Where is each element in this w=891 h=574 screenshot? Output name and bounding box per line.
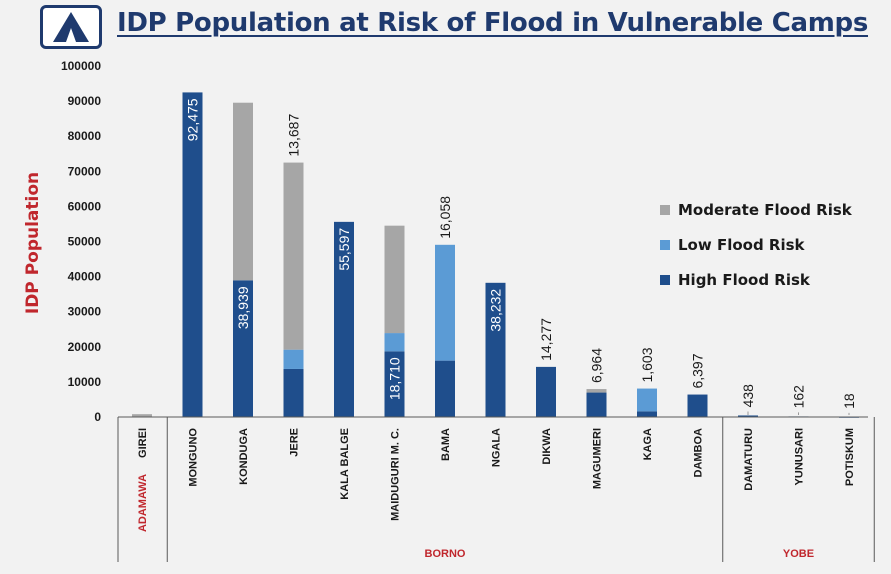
category-label: KALA BALGE bbox=[339, 428, 351, 500]
bar-segment bbox=[283, 349, 304, 369]
group-label: BORNO bbox=[425, 548, 466, 560]
data-label: 1,603 bbox=[639, 347, 655, 382]
data-label: 38,232 bbox=[488, 289, 504, 332]
bar-segment bbox=[536, 366, 556, 417]
page-title: IDP Population at Risk of Flood in Vulne… bbox=[117, 8, 869, 38]
y-tick-label: 50000 bbox=[68, 235, 102, 249]
bar-segment bbox=[384, 333, 405, 352]
bar-segment bbox=[637, 388, 657, 412]
bar-segment bbox=[586, 389, 607, 393]
category-label: MAGUMERI bbox=[592, 428, 604, 489]
logo bbox=[40, 5, 102, 49]
category-label: POTISKUM bbox=[844, 428, 856, 486]
category-label: MONGUNO bbox=[188, 428, 200, 487]
bar-segment bbox=[384, 351, 405, 417]
y-tick-label: 40000 bbox=[68, 270, 102, 284]
bar-segment bbox=[283, 368, 304, 417]
bar-segment bbox=[485, 282, 506, 417]
bar-segment bbox=[586, 392, 607, 417]
data-label: 55,597 bbox=[336, 228, 352, 271]
bar-segment bbox=[384, 225, 405, 334]
legend-label: High Flood Risk bbox=[678, 271, 811, 289]
category-label: JERE bbox=[289, 428, 301, 457]
legend-label: Low Flood Risk bbox=[678, 236, 806, 254]
y-tick-label: 100000 bbox=[61, 59, 101, 73]
category-label: KAGA bbox=[642, 428, 654, 460]
category-label: MAIDUGURI M. C. bbox=[390, 428, 402, 521]
category-label: YUNUSARI bbox=[794, 428, 806, 485]
bar-segment bbox=[233, 102, 253, 281]
category-label: KONDUGA bbox=[238, 428, 250, 485]
category-label: BAMA bbox=[440, 428, 452, 461]
data-label: 18 bbox=[841, 393, 857, 409]
legend-swatch bbox=[660, 240, 670, 250]
bar-segment bbox=[132, 414, 152, 417]
data-label: 6,397 bbox=[690, 353, 706, 388]
group-label: ADAMAWA bbox=[137, 474, 149, 532]
bar-segment bbox=[637, 411, 657, 417]
bar-segment bbox=[738, 415, 758, 417]
y-tick-label: 90000 bbox=[68, 94, 102, 108]
y-tick-label: 30000 bbox=[68, 305, 102, 319]
y-tick-label: 60000 bbox=[68, 199, 102, 213]
legend-swatch bbox=[660, 205, 670, 215]
legend-label: Moderate Flood Risk bbox=[678, 201, 853, 219]
data-label: 18,710 bbox=[387, 357, 403, 400]
y-tick-label: 0 bbox=[94, 410, 101, 424]
bar-segment bbox=[233, 280, 253, 417]
bar-segment bbox=[334, 221, 354, 417]
y-tick-label: 80000 bbox=[68, 129, 102, 143]
category-label: NGALA bbox=[491, 428, 503, 467]
bar-segment bbox=[687, 394, 708, 417]
y-tick-label: 20000 bbox=[68, 340, 102, 354]
category-label: DAMBOA bbox=[693, 428, 705, 478]
category-label: DAMATURU bbox=[743, 428, 755, 491]
legend-swatch bbox=[660, 275, 670, 285]
category-label: GIREI bbox=[137, 428, 149, 458]
y-tick-label: 10000 bbox=[68, 375, 102, 389]
bar-segment bbox=[435, 360, 455, 417]
bar-segment bbox=[182, 92, 203, 417]
category-label: DIKWA bbox=[541, 428, 553, 465]
data-label: 6,964 bbox=[589, 348, 605, 383]
data-label: 92,475 bbox=[185, 98, 201, 141]
data-label: 16,058 bbox=[437, 196, 453, 239]
data-label: 162 bbox=[791, 385, 807, 409]
y-tick-label: 70000 bbox=[68, 164, 102, 178]
tent-icon bbox=[53, 12, 89, 42]
y-axis-label: IDP Population bbox=[23, 172, 43, 314]
data-label: 13,687 bbox=[286, 114, 302, 157]
bar-segment bbox=[435, 244, 455, 361]
data-label: 38,939 bbox=[235, 286, 251, 329]
group-label: YOBE bbox=[783, 548, 814, 560]
data-label: 438 bbox=[740, 384, 756, 408]
bar-segment bbox=[283, 162, 304, 350]
data-label: 14,277 bbox=[538, 318, 554, 361]
